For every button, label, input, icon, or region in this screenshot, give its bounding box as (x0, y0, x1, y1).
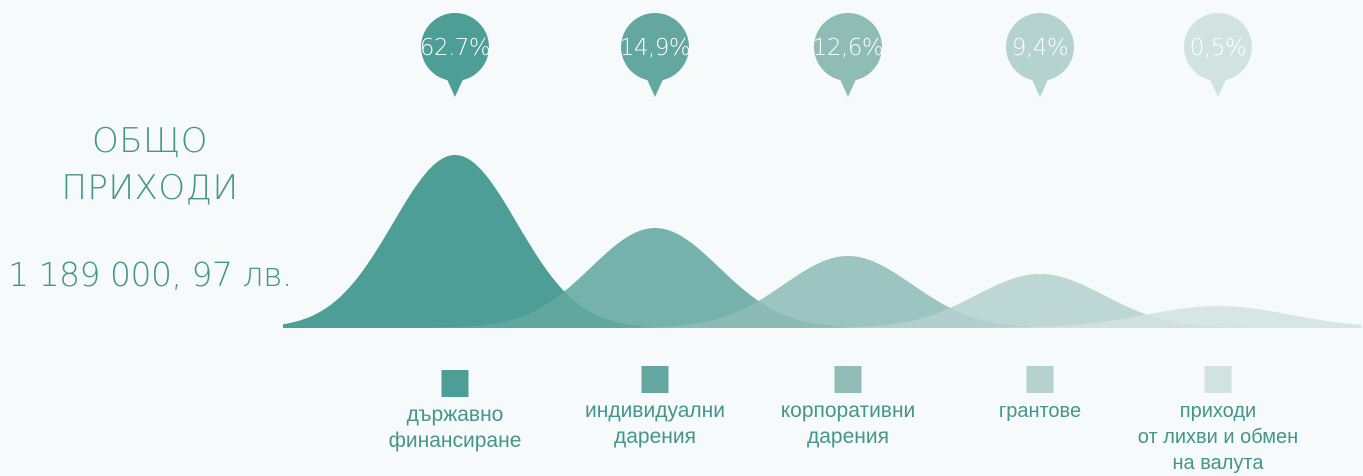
legend-swatch-4 (1026, 366, 1054, 393)
legend-label-4: грантове (950, 398, 1130, 424)
legend-label-line: от лихви и обмен (1137, 426, 1299, 448)
legend-swatch-1 (441, 370, 469, 397)
value-label-1: 62.7% (420, 35, 491, 61)
value-label-4: 9,4% (1012, 35, 1068, 61)
value-label-3: 12,6% (813, 35, 884, 61)
bell-curve-2 (283, 228, 1362, 328)
legend-label-line: индивидуални (585, 399, 725, 422)
legend-swatch-5 (1204, 366, 1232, 393)
value-pin-bubble-3 (814, 13, 882, 81)
value-pin-3: 12,6% (813, 13, 884, 97)
legend-label-5: приходи от лихви и обмен на валута (1128, 398, 1308, 476)
value-pins: 62.7% 14,9% 12,6% 9,4% 0,5% (420, 13, 1252, 97)
value-pin-5: 0,5% (1184, 13, 1252, 97)
legend-swatch-2 (641, 366, 669, 393)
total-title: ОБЩО ПРИХОДИ (0, 118, 300, 212)
bell-curve-1 (283, 155, 1362, 328)
value-pin-bubble-1 (421, 13, 489, 81)
legend-label-line: приходи (1179, 400, 1257, 422)
total-amount: 1 189 000, 97 лв. (8, 255, 292, 294)
value-pin-4: 9,4% (1006, 13, 1074, 97)
bell-curve-5 (283, 306, 1362, 328)
legend-label-line: държавно (406, 403, 504, 426)
value-pin-pointer-3 (838, 75, 858, 97)
legend-label-line: на валута (1172, 452, 1264, 474)
legend-label-3: корпоративни дарения (758, 398, 938, 450)
value-pin-2: 14,9% (620, 13, 691, 97)
value-pin-1: 62.7% (420, 13, 491, 97)
legend-label-line: грантове (998, 400, 1082, 422)
value-pin-bubble-2 (621, 13, 689, 81)
bell-curve-3 (283, 256, 1362, 328)
legend-swatches (441, 366, 1232, 397)
legend-label-line: финансиране (388, 429, 522, 452)
bell-curve-4 (283, 274, 1362, 328)
legend-label-line: дарения (807, 425, 889, 448)
value-pin-pointer-5 (1208, 75, 1228, 97)
bell-curves (283, 155, 1362, 328)
value-label-5: 0,5% (1190, 35, 1246, 61)
total-title-line-1: ОБЩО (91, 121, 209, 161)
value-pin-pointer-2 (645, 75, 665, 97)
legend-label-2: индивидуални дарения (565, 398, 745, 450)
legend-label-line: корпоративни (780, 399, 916, 422)
total-title-line-2: ПРИХОДИ (61, 168, 239, 208)
legend-label-line: дарения (614, 425, 696, 448)
legend-label-1: държавно финансиране (365, 402, 545, 454)
value-pin-bubble-4 (1006, 13, 1074, 81)
value-pin-bubble-5 (1184, 13, 1252, 81)
legend-swatch-3 (834, 366, 862, 393)
value-pin-pointer-1 (445, 75, 465, 97)
value-label-2: 14,9% (620, 35, 691, 61)
value-pin-pointer-4 (1030, 75, 1050, 97)
